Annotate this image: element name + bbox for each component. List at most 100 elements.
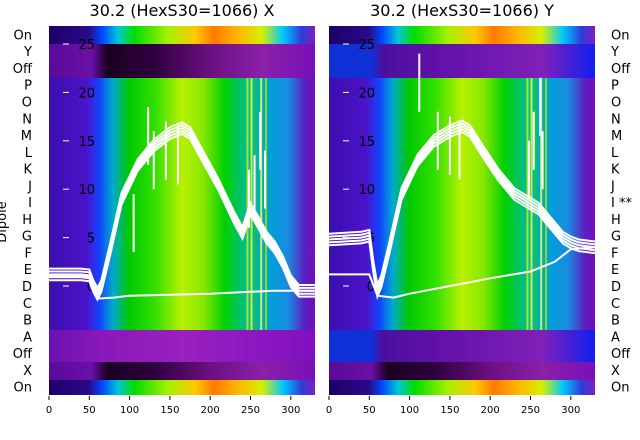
row-label: J <box>610 179 615 194</box>
row-label: X <box>611 364 620 379</box>
y-axis-label: Dipole <box>0 201 10 242</box>
overlay-y-tick-label: 10 <box>78 183 95 198</box>
row-label: O <box>22 95 32 110</box>
x-axis-ticks: 0 50 100 150 200 250 300 <box>326 396 580 416</box>
band-top-dark <box>49 44 315 78</box>
row-label: F <box>611 246 618 261</box>
row-label: G <box>611 230 621 245</box>
row-label: B <box>23 314 32 329</box>
row-label: Off <box>611 347 631 362</box>
x-tick-label: 200 <box>481 405 500 416</box>
x-tick-label: 50 <box>83 405 96 416</box>
row-label: O <box>611 95 621 110</box>
row-label: Y <box>610 45 619 60</box>
row-label: K <box>23 163 32 178</box>
row-label: C <box>23 297 32 312</box>
row-label: E <box>611 263 619 278</box>
heatmap-stripe <box>246 78 249 330</box>
x-tick-label: 150 <box>440 405 459 416</box>
panel-1-title: 30.2 (HexS30=1066) X <box>90 1 275 20</box>
row-label: M <box>21 129 32 144</box>
heatmap-bands <box>329 26 595 395</box>
overlay-y-tick-label: 10 <box>358 183 375 198</box>
x-tick-label: 0 <box>326 405 332 416</box>
overlay-baseline-line <box>49 275 315 300</box>
x-tick-label: 300 <box>561 405 580 416</box>
x-tick-label: 150 <box>160 405 179 416</box>
row-label: Off <box>13 347 33 362</box>
row-label: C <box>611 297 620 312</box>
x-axis-ticks: 0 50 100 150 200 250 300 <box>46 396 300 416</box>
overlay-lines <box>328 53 596 301</box>
overlay-y-tick-label: 20 <box>358 86 375 101</box>
band-bottom-bright <box>49 380 315 395</box>
row-label: J <box>27 179 32 194</box>
row-label: N <box>22 112 32 127</box>
row-label: K <box>611 163 620 178</box>
row-label: D <box>611 280 621 295</box>
row-label: F <box>25 246 32 261</box>
overlay-y-tick-label: 0 <box>367 280 375 295</box>
overlay-y-tick-label: 20 <box>78 86 95 101</box>
row-label: On <box>14 381 32 396</box>
band-bottom-purple <box>49 330 315 362</box>
row-label: D <box>22 280 32 295</box>
heatmap-stripe <box>254 78 257 330</box>
overlay-y-tick-label: 15 <box>78 135 95 150</box>
band-top-bright <box>49 26 315 44</box>
row-label: P <box>611 79 619 94</box>
x-tick-label: 100 <box>400 405 419 416</box>
x-tick-label: 50 <box>363 405 376 416</box>
row-label: Y <box>23 45 32 60</box>
x-tick-label: 300 <box>281 405 300 416</box>
overlay-profile-line <box>49 127 315 296</box>
row-label: L <box>611 146 619 161</box>
x-tick-label: 0 <box>46 405 52 416</box>
band-bottom-purple <box>329 330 595 362</box>
row-label: I ** <box>611 196 632 211</box>
heatmap-stripe <box>260 78 263 330</box>
overlay-y-tick-label: 15 <box>358 135 375 150</box>
row-label: On <box>611 28 629 43</box>
row-label: E <box>24 263 32 278</box>
overlay-y-tick-label: 25 <box>78 38 95 53</box>
overlay-baseline-line <box>329 246 596 299</box>
row-label: M <box>611 129 622 144</box>
row-label: H <box>611 213 621 228</box>
row-label: Off <box>13 62 33 77</box>
overlay-profile-line <box>328 119 596 289</box>
panel-2-title: 30.2 (HexS30=1066) Y <box>370 1 554 20</box>
row-label: B <box>611 314 620 329</box>
row-label: X <box>23 364 32 379</box>
band-bottom-dark <box>329 362 595 380</box>
band-top-dark <box>329 44 595 78</box>
row-label: H <box>22 213 32 228</box>
row-label: A <box>611 330 620 345</box>
row-label: On <box>611 381 629 396</box>
overlay-y-tick-label: 25 <box>358 38 375 53</box>
row-label: L <box>25 146 33 161</box>
x-tick-label: 250 <box>241 405 260 416</box>
row-label: G <box>22 230 32 245</box>
row-label: I <box>28 196 32 211</box>
x-tick-label: 200 <box>201 405 220 416</box>
overlay-profile-line <box>328 125 596 295</box>
overlay-profile-line <box>49 121 315 291</box>
overlay-lines <box>49 106 315 302</box>
heatmap-stripe <box>545 78 548 330</box>
x-tick-label: 250 <box>521 405 540 416</box>
heatmap-stripe <box>540 78 543 330</box>
row-label: On <box>14 28 32 43</box>
row-label: A <box>23 330 32 345</box>
x-tick-label: 100 <box>120 405 139 416</box>
overlay-y-tick-label: 5 <box>87 232 95 247</box>
heatmap-bands <box>49 26 315 395</box>
overlay-profile-line <box>328 122 596 292</box>
band-bottom-bright <box>329 380 595 395</box>
band-bottom-dark <box>49 362 315 380</box>
